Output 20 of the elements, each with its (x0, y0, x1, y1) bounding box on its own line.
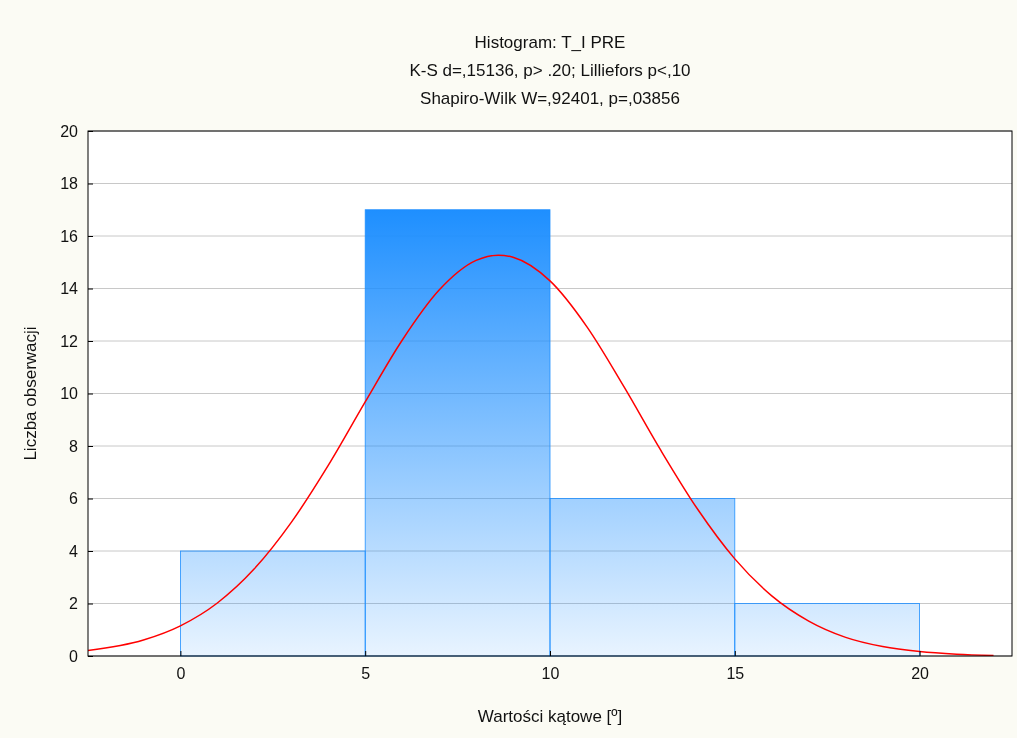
y-tick-label: 12 (60, 332, 79, 350)
y-tick-label: 18 (60, 175, 79, 193)
y-tick-label: 20 (60, 122, 79, 140)
y-tick-label: 0 (69, 647, 79, 665)
x-tick-label: 10 (541, 665, 560, 683)
x-tick-label: 20 (911, 665, 930, 683)
y-tick-label: 2 (69, 595, 79, 613)
x-axis-title: Wartości kątowe [º] (477, 707, 623, 726)
y-tick-label: 14 (60, 280, 79, 298)
x-tick-label: 15 (726, 665, 745, 683)
chart-title: Histogram: T_I PRE (474, 33, 626, 52)
y-axis-title: Liczba obserwacji (21, 326, 40, 461)
y-tick-label: 10 (60, 385, 79, 403)
y-tick-label: 16 (60, 227, 79, 245)
x-tick-label: 5 (361, 665, 371, 683)
y-tick-label: 4 (69, 542, 79, 560)
x-tick-label: 0 (176, 665, 186, 683)
y-tick-label: 6 (69, 490, 79, 508)
chart-subtitle: K-S d=,15136, p> .20; Lilliefors p<,10 Shapiro-Wilk W=,92401, p=,03856 (409, 61, 691, 108)
y-tick-label: 8 (69, 437, 79, 455)
